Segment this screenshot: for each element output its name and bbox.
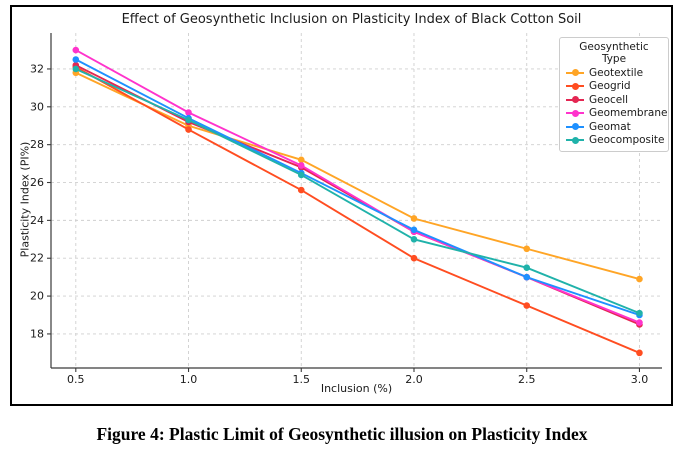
legend-line-marker-icon [566,69,584,77]
series-marker-geogrid [297,186,305,194]
series-line-geotextile [75,71,640,280]
series-marker-geomembrane [72,46,80,54]
x-tick-label: 1.0 [180,373,198,386]
legend-title: Geosynthetic Type [579,41,649,65]
series-line-geomat [75,58,640,316]
x-tick-label: 2.5 [518,373,536,386]
legend-line-marker-icon [566,109,584,117]
legend: Geosynthetic Type Geotextile Geogrid Geoce… [559,37,669,152]
series-marker-geomat [72,56,80,63]
legend-item-label: Geocomposite [589,134,665,147]
legend-item-label: Geotextile [589,66,644,79]
legend-line-marker-icon [566,123,584,131]
series-marker-geotextile [523,245,531,253]
legend-item-label: Geomembrane [589,107,668,120]
legend-item-geotextile: Geotextile [566,66,662,80]
y-axis-label: Plasticity Index (PI%) [18,141,32,258]
x-tick-label: 3.0 [631,373,649,386]
y-tick-label: 28 [30,138,44,151]
legend-item-label: Geocell [589,93,629,106]
figure-box: 18 20 22 24 26 28 30 32 0.5 1.0 1.5 2.0 2.5 3.0 Effec… [10,5,673,406]
y-tick-label: 20 [30,290,44,303]
legend-line-marker-icon [566,96,584,104]
figure-caption: Figure 4: Plastic Limit of Geosynthetic … [96,424,588,444]
legend-line-marker-icon [566,136,584,144]
chart-plot-area: 18 20 22 24 26 28 30 32 0.5 1.0 1.5 2.0 2.5 3.0 [30,33,662,386]
series-marker-geocomposite [72,65,80,73]
series-marker-geogrid [523,302,531,309]
series-marker-geomat [523,273,531,281]
legend-line-marker-icon [566,82,584,90]
series-marker-geocomposite [297,171,305,179]
y-tick-label: 24 [30,214,44,227]
series-marker-geocomposite [185,116,192,124]
series-marker-geotextile [410,215,418,222]
legend-item-geomembrane: Geomembrane [566,107,667,121]
series-marker-geogrid [185,126,192,133]
series-marker-geomat [410,226,418,234]
legend-item-geocell: Geocell [566,93,662,107]
x-axis-label: Inclusion (%) [320,382,393,395]
legend-item-geomat: Geomat [566,120,662,134]
series-line-geogrid [75,66,640,354]
series-marker-geocomposite [636,309,643,317]
series-marker-geogrid [636,349,643,357]
series-line-geomembrane [75,49,640,324]
series-marker-geotextile [297,156,305,164]
legend-item-geogrid: Geogrid [566,80,662,94]
series-marker-geomembrane [636,319,643,326]
x-tick-label: 2.0 [405,373,423,386]
series-marker-geogrid [410,254,418,262]
series-line-geocomposite [75,68,640,314]
series-marker-geomembrane [297,162,305,169]
legend-item-geocomposite: Geocomposite [566,134,665,148]
y-tick-label: 22 [30,252,44,265]
x-tick-label: 1.5 [293,373,311,386]
y-tick-label: 18 [30,327,44,340]
plasticity-chart: 18 20 22 24 26 28 30 32 0.5 1.0 1.5 2.0 2.5 3.0 Effec… [12,7,671,404]
y-tick-label: 32 [30,62,44,75]
y-tick-label: 30 [30,100,44,113]
series-marker-geocomposite [410,235,418,243]
legend-item-label: Geogrid [589,80,631,93]
y-tick-label: 26 [30,176,44,189]
series-marker-geotextile [636,275,643,283]
series-marker-geocomposite [523,264,531,271]
x-tick-label: 0.5 [67,373,85,386]
legend-item-label: Geomat [589,120,631,133]
series-marker-geomembrane [185,109,192,116]
chart-title: Effect of Geosynthetic Inclusion on Plas… [121,12,582,27]
